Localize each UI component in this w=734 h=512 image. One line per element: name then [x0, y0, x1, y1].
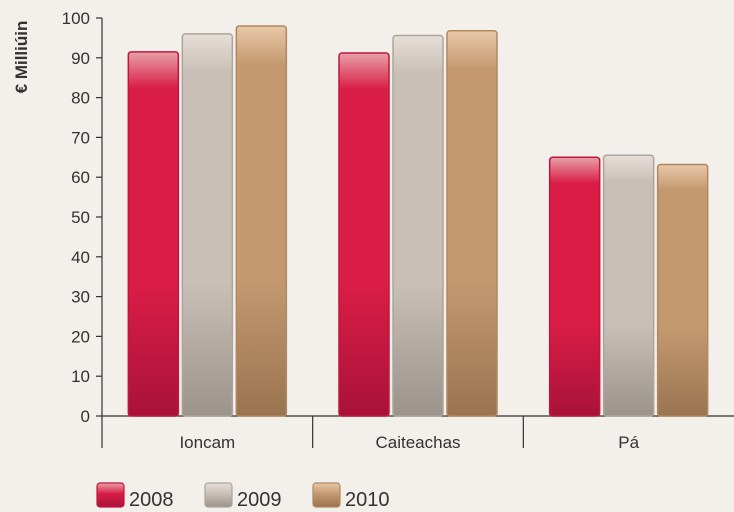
- y-axis: 0 10 20 30 40 50 60 70 80 90 100: [62, 9, 103, 426]
- legend-swatch-2008: [96, 482, 125, 508]
- y-tick-label: 20: [71, 327, 90, 346]
- y-tick-label: 70: [71, 128, 90, 147]
- bars: [127, 25, 709, 417]
- bar-2009-caiteachas: [392, 34, 444, 417]
- legend: 2008 2009 2010: [96, 482, 390, 511]
- y-tick-label: 50: [71, 208, 90, 227]
- legend-label-2009: 2009: [237, 489, 282, 511]
- bar-2009-pá: [602, 154, 655, 417]
- bar-2009-ioncam: [181, 33, 234, 417]
- y-tick-label: 40: [71, 248, 90, 267]
- x-category-label: Ioncam: [179, 433, 235, 452]
- x-axis: Ioncam Caiteachas Pá: [101, 415, 734, 452]
- y-axis-title: € Milliúin: [12, 21, 31, 94]
- bar-2008-ioncam: [127, 51, 180, 417]
- bar-2010-ioncam: [235, 25, 288, 417]
- bar-2008-caiteachas: [338, 52, 390, 417]
- legend-swatch-2009: [204, 482, 233, 508]
- x-category-label: Pá: [618, 433, 639, 452]
- bar-2010-pá: [656, 163, 709, 417]
- legend-swatch-2010: [312, 482, 341, 508]
- bar-2008-pá: [548, 156, 601, 417]
- y-tick-label: 60: [71, 168, 90, 187]
- x-category-label: Caiteachas: [375, 433, 460, 452]
- y-tick-label: 80: [71, 89, 90, 108]
- y-tick-label: 90: [71, 49, 90, 68]
- legend-label-2008: 2008: [129, 489, 174, 511]
- y-tick-label: 100: [62, 9, 90, 28]
- y-tick-label: 0: [81, 407, 90, 426]
- y-tick-label: 10: [71, 367, 90, 386]
- bar-2010-caiteachas: [446, 29, 498, 417]
- legend-label-2010: 2010: [345, 489, 390, 511]
- y-tick-label: 30: [71, 288, 90, 307]
